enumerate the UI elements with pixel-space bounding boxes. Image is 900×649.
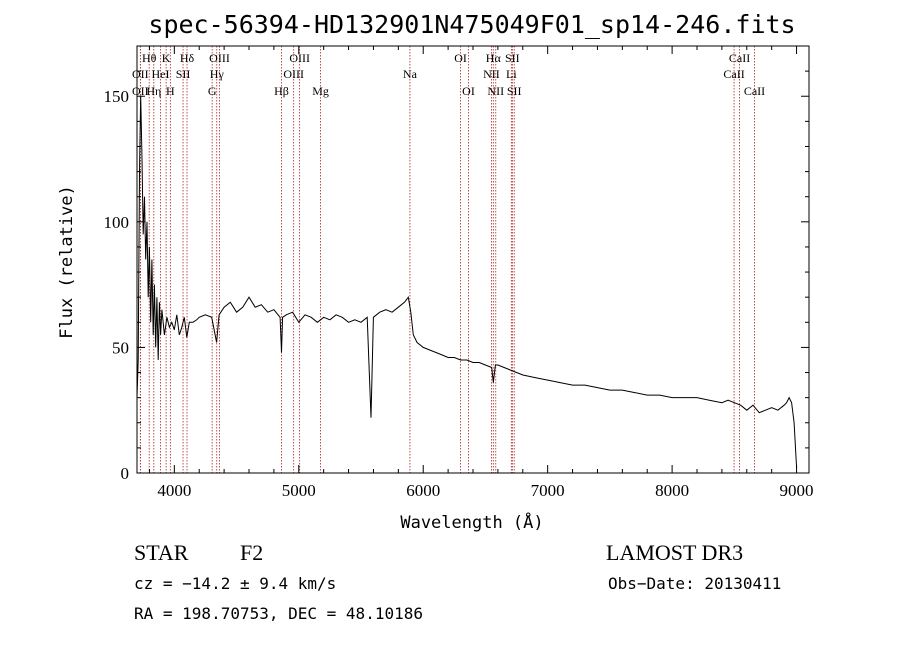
line-label-21: NII xyxy=(487,84,504,98)
object-subclass: F2 xyxy=(240,540,263,565)
line-label-12: Hβ xyxy=(274,84,289,98)
line-label-23: Li xyxy=(506,67,517,81)
object-class: STAR xyxy=(134,540,189,565)
line-label-16: Na xyxy=(403,67,418,81)
line-label-10: Hγ xyxy=(210,67,225,81)
line-label-22: SII xyxy=(505,51,520,65)
line-label-25: CaII xyxy=(723,67,744,81)
line-label-3: Hη xyxy=(146,84,161,98)
x-axis-label: Wavelength (Å) xyxy=(400,511,543,533)
y-tick-label-3: 150 xyxy=(104,87,130,106)
x-tick-label-0: 4000 xyxy=(157,481,191,500)
x-tick-label-3: 7000 xyxy=(531,481,565,500)
x-tick-label-4: 8000 xyxy=(655,481,689,500)
line-label-18: OI xyxy=(462,84,475,98)
line-label-13: OIII xyxy=(283,67,304,81)
line-label-14: OIII xyxy=(289,51,310,65)
line-label-15: Mg xyxy=(312,84,329,98)
line-label-24: SII xyxy=(507,84,522,98)
line-label-27: CaII xyxy=(744,84,765,98)
line-label-6: H xyxy=(166,84,175,98)
x-tick-label-5: 9000 xyxy=(780,481,814,500)
x-tick-label-1: 5000 xyxy=(282,481,316,500)
y-axis-label: Flux (relative) xyxy=(57,185,77,339)
line-label-5: HeI xyxy=(152,67,170,81)
line-label-11: G xyxy=(208,84,217,98)
line-label-9: OIII xyxy=(209,51,230,65)
line-label-7: Hδ xyxy=(180,51,195,65)
coordinates: RA = 198.70753, DEC = 48.10186 xyxy=(134,604,423,623)
x-tick-label-2: 6000 xyxy=(406,481,440,500)
line-label-8: SII xyxy=(176,67,191,81)
plot-frame xyxy=(136,45,810,474)
line-label-17: OI xyxy=(454,51,467,65)
spectral-line-markers xyxy=(139,46,755,473)
line-label-19: NII xyxy=(483,67,500,81)
y-tick-label-0: 0 xyxy=(121,464,130,483)
line-label-1: OII xyxy=(132,67,149,81)
chart-title: spec-56394-HD132901N475049F01_sp14-246.f… xyxy=(148,10,795,39)
line-label-2: OII xyxy=(132,84,149,98)
y-tick-label-1: 50 xyxy=(112,338,129,357)
observation-date: Obs−Date: 20130411 xyxy=(608,574,781,593)
line-label-20: Hα xyxy=(486,51,502,65)
redshift-cz: cz = −14.2 ± 9.4 km/s xyxy=(134,574,336,593)
line-label-0: Hθ xyxy=(142,51,157,65)
survey-name: LAMOST DR3 xyxy=(606,540,743,565)
line-label-26: CaII xyxy=(729,51,750,65)
x-axis-ticks: 4000 5000 6000 7000 8000 9000 xyxy=(148,46,814,500)
line-label-4: K xyxy=(162,51,171,65)
y-tick-label-2: 100 xyxy=(104,213,130,232)
y-axis-ticks: 0 50 100 150 xyxy=(104,45,809,483)
spectrum-line xyxy=(136,96,798,469)
